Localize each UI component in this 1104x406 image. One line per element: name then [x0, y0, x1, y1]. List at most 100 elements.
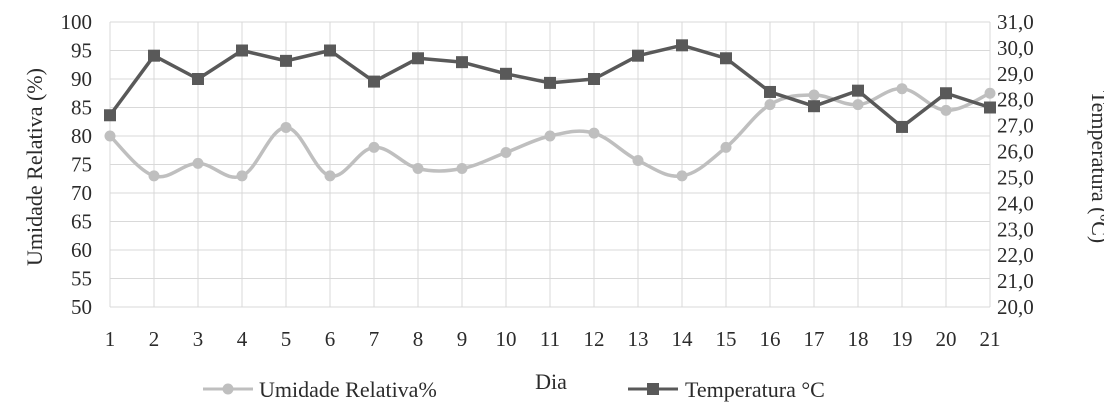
y-right-tick-label: 25,0	[997, 165, 1034, 189]
x-tick-label: 3	[193, 327, 204, 351]
data-point-temperature	[104, 109, 116, 122]
y-axis-right-title: Temperatura (ºC)	[1087, 91, 1104, 244]
data-point-temperature	[500, 67, 512, 80]
data-point-temperature	[808, 100, 820, 113]
y-left-tick-label: 70	[71, 181, 92, 205]
y-right-tick-label: 21,0	[997, 269, 1034, 293]
data-point-humidity	[280, 121, 292, 133]
data-point-temperature	[984, 101, 996, 114]
data-point-temperature	[720, 52, 732, 65]
y-right-tick-label: 23,0	[997, 217, 1034, 241]
data-point-temperature	[544, 76, 556, 89]
data-point-temperature	[280, 54, 292, 67]
data-point-humidity	[104, 130, 116, 142]
x-tick-label: 20	[936, 327, 957, 351]
y-left-tick-label: 80	[71, 124, 92, 148]
data-point-temperature	[148, 49, 160, 62]
data-point-humidity	[500, 147, 512, 159]
x-tick-label: 18	[848, 327, 869, 351]
x-tick-label: 5	[281, 327, 292, 351]
y-left-tick-label: 95	[71, 39, 92, 63]
x-tick-label: 1	[105, 327, 116, 351]
data-point-temperature	[632, 49, 644, 62]
data-point-humidity	[456, 162, 468, 174]
data-point-humidity	[236, 170, 248, 182]
x-tick-label: 17	[804, 327, 825, 351]
y-right-tick-label: 30,0	[997, 36, 1034, 60]
data-point-temperature	[324, 44, 336, 57]
y-right-tick-label: 20,0	[997, 295, 1034, 319]
data-point-temperature	[412, 52, 424, 65]
y-left-tick-label: 50	[71, 295, 92, 319]
y-right-tick-label: 29,0	[997, 62, 1034, 86]
data-point-temperature	[368, 75, 380, 88]
x-tick-label: 19	[892, 327, 913, 351]
data-point-humidity	[720, 141, 732, 153]
series-layer	[104, 39, 996, 182]
x-tick-label: 8	[413, 327, 424, 351]
data-point-temperature	[236, 44, 248, 57]
x-tick-label: 4	[237, 327, 248, 351]
y-right-tick-label: 22,0	[997, 243, 1034, 267]
data-point-humidity	[940, 104, 952, 116]
y-left-tick-label: 75	[71, 153, 92, 177]
y-axis-left-title: Umidade Relativa (%)	[22, 68, 47, 266]
data-point-temperature	[456, 56, 468, 69]
y-right-tick-label: 27,0	[997, 114, 1034, 138]
data-point-temperature	[676, 39, 688, 52]
y-left-tick-label: 85	[71, 96, 92, 120]
data-point-humidity	[852, 99, 864, 111]
data-point-temperature	[852, 84, 864, 97]
data-point-humidity	[368, 141, 380, 153]
legend-marker-temperature	[647, 383, 659, 395]
y-left-tick-label: 90	[71, 67, 92, 91]
x-tick-label: 15	[716, 327, 737, 351]
legend-label-humidity: Umidade Relativa%	[259, 377, 437, 402]
data-point-humidity	[676, 170, 688, 182]
data-point-humidity	[148, 170, 160, 182]
data-point-humidity	[632, 155, 644, 167]
data-point-humidity	[192, 157, 204, 169]
y-left-tick-label: 55	[71, 267, 92, 291]
data-point-temperature	[192, 73, 204, 85]
x-tick-label: 21	[980, 327, 1001, 351]
y-right-tick-label: 26,0	[997, 140, 1034, 164]
data-point-temperature	[764, 85, 776, 98]
data-point-humidity	[764, 99, 776, 111]
data-point-humidity	[324, 170, 336, 182]
legend-item-humidity: Umidade Relativa%	[203, 377, 437, 402]
y-right-tick-label: 31,0	[997, 10, 1034, 34]
x-tick-label: 7	[369, 327, 380, 351]
x-axis-ticks: 1 2 3 4 5 6 7 8 9 10 11 12 13 14 15 16 17 18 19 20 21	[105, 327, 1001, 351]
legend-marker-humidity	[222, 383, 234, 395]
right-axis-ticks: 20,021,022,023,024,025,026,027,028,029,0…	[997, 10, 1034, 319]
data-point-temperature	[940, 87, 952, 100]
data-point-humidity	[896, 83, 908, 95]
x-axis-title: Dia	[535, 369, 567, 394]
left-axis-ticks: 50 55 60 65 70 75 80 85 90 95 100	[61, 10, 93, 319]
data-point-humidity	[412, 162, 424, 174]
legend-label-temperature: Temperatura °C	[685, 377, 825, 402]
x-tick-label: 16	[760, 327, 781, 351]
x-tick-label: 6	[325, 327, 336, 351]
x-tick-label: 13	[628, 327, 649, 351]
x-tick-label: 11	[540, 327, 560, 351]
y-left-tick-label: 65	[71, 210, 92, 234]
data-point-temperature	[896, 120, 908, 133]
legend: Umidade Relativa% Temperatura °C	[203, 377, 825, 402]
data-point-humidity	[544, 130, 556, 142]
y-right-tick-label: 24,0	[997, 191, 1034, 215]
y-left-tick-label: 60	[71, 238, 92, 262]
x-tick-label: 9	[457, 327, 468, 351]
gridlines	[109, 21, 991, 308]
data-point-temperature	[588, 73, 600, 85]
y-right-tick-label: 28,0	[997, 88, 1034, 112]
data-point-humidity	[984, 87, 996, 99]
y-left-tick-label: 100	[61, 10, 93, 34]
legend-item-temperature: Temperatura °C	[628, 377, 825, 402]
x-tick-label: 2	[149, 327, 160, 351]
data-point-humidity	[808, 89, 820, 101]
x-tick-label: 10	[496, 327, 517, 351]
data-point-humidity	[588, 127, 600, 139]
